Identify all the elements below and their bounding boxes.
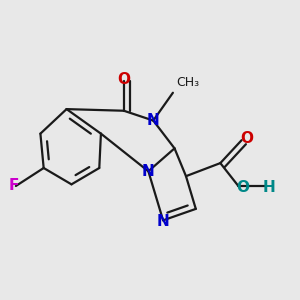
Text: O: O [117, 72, 130, 87]
Text: O: O [240, 131, 253, 146]
Text: CH₃: CH₃ [176, 76, 199, 89]
Text: N: N [157, 214, 169, 230]
Text: F: F [9, 178, 20, 194]
Text: O: O [237, 180, 250, 195]
Text: N: N [142, 164, 155, 179]
Text: N: N [147, 113, 160, 128]
Text: H: H [263, 180, 276, 195]
